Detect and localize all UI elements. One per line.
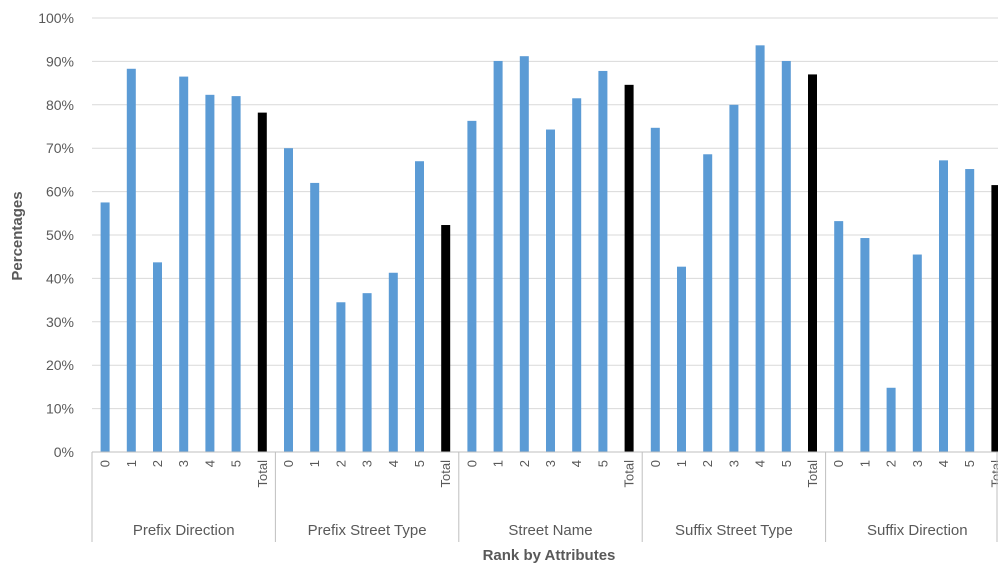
x-tick-label: 0 xyxy=(98,460,113,467)
x-tick-label: 2 xyxy=(150,460,165,467)
bar-3-5 xyxy=(598,70,608,452)
bar-4-4 xyxy=(755,45,765,452)
bar-4-2 xyxy=(703,154,713,452)
x-tick-label: 3 xyxy=(726,460,741,467)
x-tick-label: 4 xyxy=(569,460,584,467)
bar-3-total xyxy=(624,84,634,452)
x-tick-label: 5 xyxy=(779,460,794,467)
x-tick-label: 1 xyxy=(491,460,506,467)
bar-5-4 xyxy=(939,160,948,453)
y-tick-label: 50% xyxy=(46,227,74,243)
bar-3-0 xyxy=(467,120,477,452)
x-tick-label: 5 xyxy=(595,460,610,467)
y-tick-label: 10% xyxy=(46,401,74,417)
bar-5-1 xyxy=(860,238,870,452)
x-tick-label: 0 xyxy=(831,460,846,467)
x-tick-label: 4 xyxy=(753,460,768,467)
bar-2-4 xyxy=(388,272,398,452)
bar-3-3 xyxy=(546,129,555,452)
bar-2-total xyxy=(441,225,451,452)
x-tick-label: Total xyxy=(622,460,637,488)
x-tick-label: 1 xyxy=(857,460,872,467)
x-tick-label: Total xyxy=(438,460,453,488)
x-tick-label: 3 xyxy=(176,460,191,467)
x-group-label: Prefix Street Type xyxy=(308,522,427,539)
bar-2-1 xyxy=(310,182,320,453)
bar-1-4 xyxy=(205,94,215,453)
x-tick-label: 2 xyxy=(517,460,532,467)
x-tick-label: 5 xyxy=(229,460,244,467)
bar-4-5 xyxy=(781,60,791,452)
x-tick-label: 5 xyxy=(962,460,977,467)
x-group-label: Street Name xyxy=(508,522,592,539)
y-tick-label: 90% xyxy=(46,53,74,69)
bar-1-3 xyxy=(179,76,189,452)
bar-2-5 xyxy=(415,161,424,452)
y-tick-label: 100% xyxy=(38,10,74,26)
bar-2-0 xyxy=(284,148,293,452)
x-tick-label: 3 xyxy=(360,460,375,467)
x-tick-label: 2 xyxy=(333,460,348,467)
x-tick-label: Total xyxy=(255,460,270,488)
bars xyxy=(100,45,998,453)
y-tick-label: 40% xyxy=(46,270,74,286)
bar-1-0 xyxy=(100,202,110,452)
bar-5-total xyxy=(991,185,998,452)
bar-1-5 xyxy=(231,96,241,453)
x-tick-label: 4 xyxy=(936,460,951,467)
x-tick-label: 3 xyxy=(543,460,558,467)
x-tick-label: Total xyxy=(988,460,998,488)
x-tick-label: Total xyxy=(805,460,820,488)
x-tick-label: 2 xyxy=(700,460,715,467)
x-axis: 0 1 2 3 4 5 Total Prefix Direction 0 1 2 3 4 5 Total Pr… xyxy=(91,451,998,542)
x-group-label: Prefix Direction xyxy=(133,522,235,539)
x-tick-label: 1 xyxy=(124,460,139,467)
bar-4-1 xyxy=(677,266,686,452)
bar-3-4 xyxy=(572,98,582,452)
bar-2-3 xyxy=(362,293,372,452)
bar-3-2 xyxy=(519,56,529,452)
x-tick-label: 4 xyxy=(386,460,401,467)
y-tick-label: 70% xyxy=(46,140,74,156)
x-group-label: Suffix Direction xyxy=(867,522,968,539)
y-axis-tick-labels: 0% 10% 20% 30% 40% 50% 60% 70% 80% 90% 100% xyxy=(38,10,74,460)
y-tick-label: 20% xyxy=(46,357,74,373)
x-axis-title: Rank by Attributes xyxy=(483,547,616,563)
gridlines xyxy=(92,17,998,453)
bar-5-3 xyxy=(912,254,922,452)
y-tick-label: 80% xyxy=(46,97,74,113)
x-tick-label: 2 xyxy=(884,460,899,467)
x-tick-label: 1 xyxy=(307,460,322,467)
x-tick-label: 0 xyxy=(281,460,296,467)
bar-4-3 xyxy=(729,104,739,453)
bar-5-0 xyxy=(834,221,844,452)
bar-1-1 xyxy=(126,68,136,452)
bar-5-5 xyxy=(965,169,975,453)
y-tick-label: 30% xyxy=(46,314,74,330)
y-tick-label: 0% xyxy=(54,444,74,460)
bar-4-0 xyxy=(650,127,660,452)
x-tick-label: 5 xyxy=(412,460,427,467)
y-axis-title: Percentages xyxy=(9,191,26,280)
x-tick-label: 3 xyxy=(910,460,925,467)
x-tick-label: 1 xyxy=(674,460,689,467)
y-tick-label: 60% xyxy=(46,184,74,200)
x-group-label: Suffix Street Type xyxy=(675,522,793,539)
bar-3-1 xyxy=(493,60,503,452)
x-tick-label: 4 xyxy=(202,460,217,467)
bar-4-total xyxy=(808,74,817,453)
bar-1-2 xyxy=(153,262,162,452)
x-tick-label: 0 xyxy=(648,460,663,467)
x-tick-label: 0 xyxy=(464,460,479,467)
bar-1-total xyxy=(257,112,267,452)
bar-5-2 xyxy=(886,387,896,452)
bar-2-2 xyxy=(336,302,346,452)
